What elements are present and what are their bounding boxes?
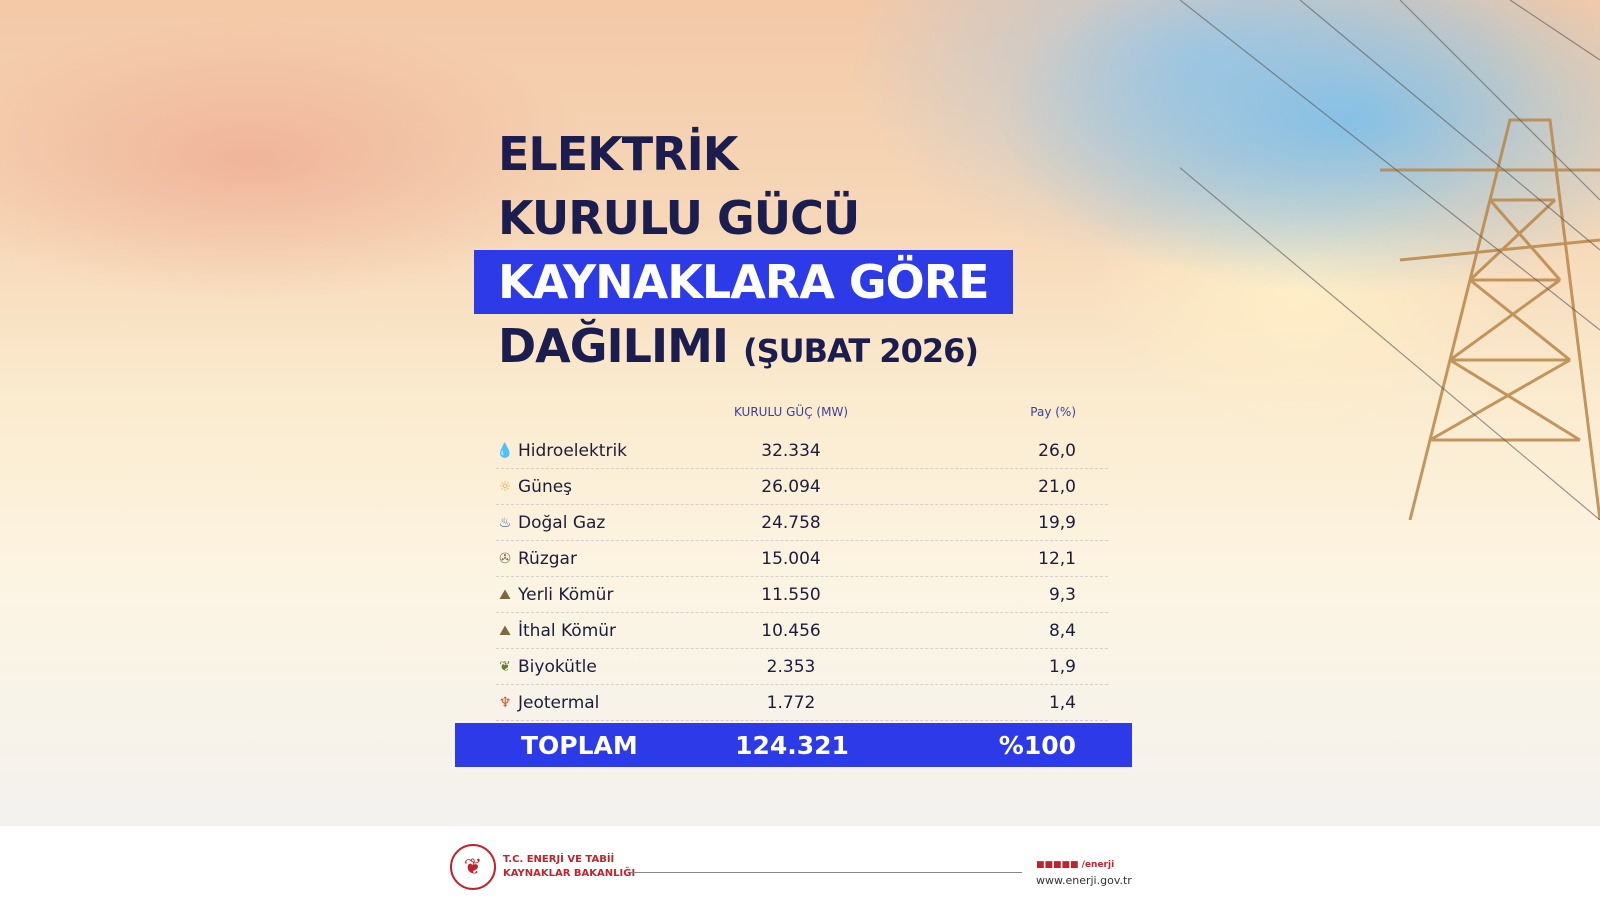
- geothermal-icon: ♆: [498, 694, 512, 711]
- source-mw: 15.004: [761, 548, 821, 569]
- page-title: ELEKTRİK KURULU GÜCÜ KAYNAKLARA GÖRE DAĞ…: [474, 122, 1013, 383]
- table-row: ❦ Biyokütle 2.353 1,9: [496, 649, 1108, 685]
- source-share: 26,0: [1038, 440, 1076, 461]
- source-mw: 26.094: [761, 476, 821, 497]
- biomass-icon: ❦: [499, 658, 511, 675]
- power-tower-image: [1180, 0, 1600, 520]
- ministry-logo-icon: ❦: [450, 844, 496, 890]
- source-share: 8,4: [1048, 620, 1076, 641]
- ministry-line-2: KAYNAKLAR BAKANLIĞI: [503, 868, 636, 879]
- table-row: ☼ Güneş 26.094 21,0: [496, 469, 1108, 505]
- footer-divider: [630, 872, 1022, 873]
- source-mw: 32.334: [761, 440, 821, 461]
- source-mw: 10.456: [761, 620, 821, 641]
- source-mw: 24.758: [761, 512, 821, 533]
- total-label: TOPLAM: [521, 730, 638, 760]
- title-line-3-highlight: KAYNAKLARA GÖRE: [474, 250, 1013, 314]
- capacity-table: KURULU GÜÇ (MW) Pay (%) 💧 Hidroelektrik 32.…: [496, 405, 1108, 721]
- table-row: ♆ Jeotermal 1.772 1,4: [496, 685, 1108, 721]
- source-share: 9,3: [1048, 584, 1076, 605]
- source-share: 1,9: [1048, 656, 1076, 677]
- footer: ❦ T.C. ENERJİ VE TABİİ KAYNAKLAR BAKANLIĞ…: [0, 826, 1600, 900]
- ministry-line-1: T.C. ENERJİ VE TABİİ: [503, 854, 615, 865]
- title-line-1: ELEKTRİK: [498, 127, 738, 181]
- table-row: ♨ Doğal Gaz 24.758 19,9: [496, 505, 1108, 541]
- coal-icon: ⛰: [499, 622, 511, 639]
- sun-icon: ☼: [498, 478, 512, 495]
- source-name: Rüzgar: [518, 548, 577, 569]
- table-row: ✇ Rüzgar 15.004 12,1: [496, 541, 1108, 577]
- source-share: 21,0: [1038, 476, 1076, 497]
- source-mw: 1.772: [766, 692, 816, 713]
- source-name: Hidroelektrik: [518, 440, 628, 461]
- title-line-2: KURULU GÜCÜ: [498, 191, 860, 245]
- total-share: %100: [998, 730, 1076, 760]
- website-link[interactable]: www.enerji.gov.tr: [1036, 874, 1132, 887]
- social-handle[interactable]: /enerji: [1081, 860, 1115, 870]
- table-header: KURULU GÜÇ (MW) Pay (%): [496, 405, 1108, 433]
- source-name: Doğal Gaz: [518, 512, 606, 533]
- source-name: Jeotermal: [518, 692, 600, 713]
- source-share: 1,4: [1048, 692, 1076, 713]
- source-name: İthal Kömür: [518, 620, 617, 641]
- col-share-header: Pay (%): [1030, 405, 1076, 419]
- total-mw: 124.321: [735, 730, 849, 760]
- table-row: 💧 Hidroelektrik 32.334 26,0: [496, 433, 1108, 469]
- water-drop-icon: 💧: [496, 442, 514, 459]
- wind-turbine-icon: ✇: [499, 550, 511, 567]
- col-capacity-header: KURULU GÜÇ (MW): [734, 405, 848, 419]
- gas-flame-icon: ♨: [498, 514, 512, 531]
- ministry-name: T.C. ENERJİ VE TABİİ KAYNAKLAR BAKANLIĞI: [503, 853, 635, 881]
- source-share: 19,9: [1038, 512, 1076, 533]
- title-period: (ŞUBAT 2026): [743, 332, 979, 370]
- social-handles[interactable]: ■■■■■ /enerji: [1036, 860, 1115, 870]
- title-line-4: DAĞILIMI: [498, 319, 729, 373]
- source-name: Yerli Kömür: [518, 584, 614, 605]
- table-row: ⛰ İthal Kömür 10.456 8,4: [496, 613, 1108, 649]
- source-name: Güneş: [518, 476, 573, 497]
- table-row: ⛰ Yerli Kömür 11.550 9,3: [496, 577, 1108, 613]
- source-name: Biyokütle: [518, 656, 597, 677]
- coal-icon: ⛰: [499, 586, 511, 603]
- source-mw: 11.550: [761, 584, 821, 605]
- total-row: TOPLAM 124.321 %100: [455, 723, 1132, 767]
- source-mw: 2.353: [766, 656, 816, 677]
- source-share: 12,1: [1038, 548, 1076, 569]
